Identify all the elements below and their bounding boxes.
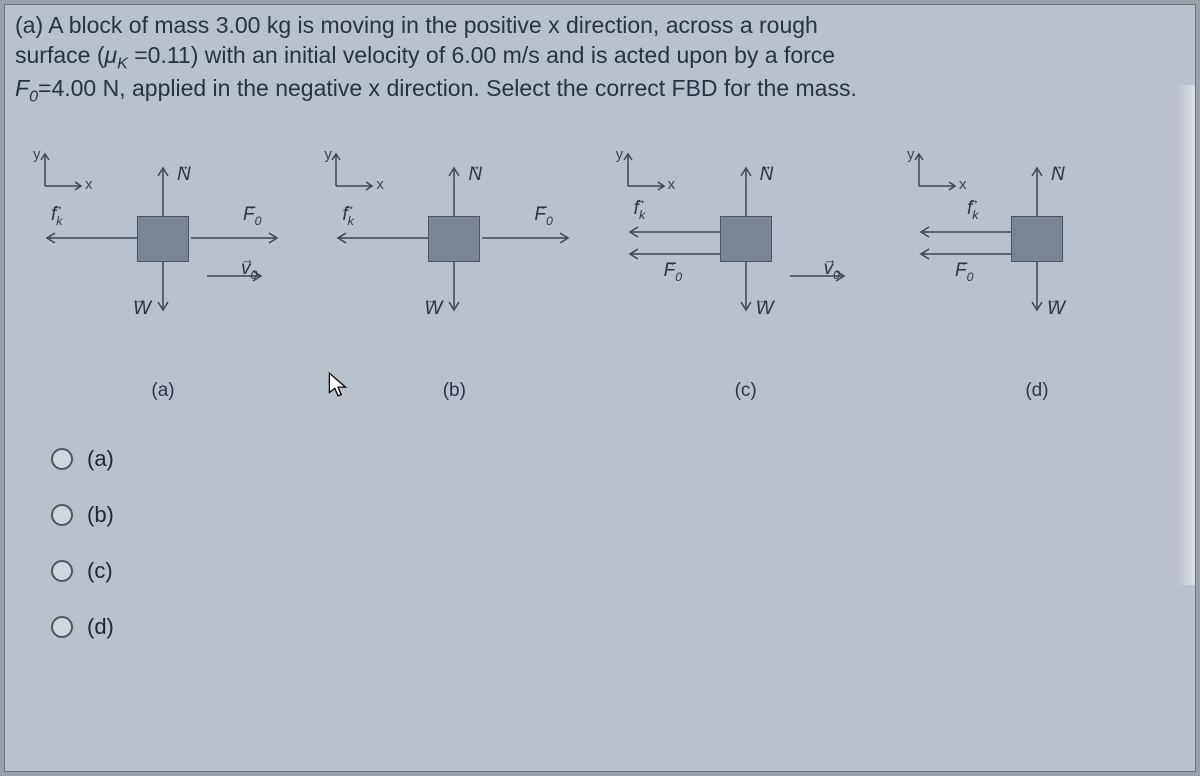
f0-sub: 0 bbox=[29, 88, 38, 106]
f0-sym: F bbox=[15, 75, 29, 101]
diagram-c: y x →N →W →fk bbox=[616, 146, 876, 402]
q-line2a: surface ( bbox=[15, 42, 104, 68]
answer-label: (c) bbox=[87, 558, 113, 584]
y-axis-label: y bbox=[616, 146, 624, 163]
diagram-a-label: (a) bbox=[151, 380, 174, 402]
block bbox=[1011, 216, 1063, 262]
vector-w-label: →W bbox=[756, 298, 774, 320]
vector-w-label: →W bbox=[133, 298, 151, 320]
vector-n-arrow bbox=[1030, 164, 1044, 218]
answer-option-a[interactable]: (a) bbox=[51, 446, 1185, 472]
y-axis-label: y bbox=[324, 146, 332, 163]
vector-fk-label: →fk bbox=[967, 198, 978, 222]
block bbox=[428, 216, 480, 262]
mu-sub: K bbox=[117, 54, 128, 72]
vector-f0-label: →F0 bbox=[664, 260, 682, 284]
diagram-c-label: (c) bbox=[735, 380, 757, 402]
block bbox=[137, 216, 189, 262]
radio-icon[interactable] bbox=[51, 560, 73, 582]
page: (a) A block of mass 3.00 kg is moving in… bbox=[4, 4, 1196, 772]
vector-fk-label: →fk bbox=[634, 198, 645, 222]
cursor-icon bbox=[327, 371, 349, 399]
vector-v0-label: →v0 bbox=[241, 258, 257, 282]
vector-f0-label: →F0 bbox=[955, 260, 973, 284]
x-axis-label: x bbox=[85, 176, 93, 193]
radio-icon[interactable] bbox=[51, 448, 73, 470]
axes-icon bbox=[33, 146, 93, 196]
vector-fk-arrow bbox=[917, 226, 1013, 238]
diagram-b-label: (b) bbox=[443, 380, 466, 402]
axes-icon bbox=[616, 146, 676, 196]
vector-n-arrow bbox=[156, 164, 170, 218]
vector-n-arrow bbox=[447, 164, 461, 218]
axes-icon bbox=[324, 146, 384, 196]
question-text: (a) A block of mass 3.00 kg is moving in… bbox=[15, 11, 1185, 108]
diagrams-row: y x →N →W bbox=[15, 108, 1185, 422]
x-axis-label: x bbox=[959, 176, 967, 193]
answer-option-d[interactable]: (d) bbox=[51, 614, 1185, 640]
x-axis-label: x bbox=[376, 176, 384, 193]
vector-w-arrow bbox=[447, 260, 461, 314]
vector-n-label: →N bbox=[760, 164, 774, 186]
radio-icon[interactable] bbox=[51, 616, 73, 638]
vector-f0-label: →F0 bbox=[534, 204, 552, 228]
q-line3b: =4.00 N, applied in the negative x direc… bbox=[38, 75, 857, 101]
axes-icon bbox=[907, 146, 967, 196]
vector-f0-arrow bbox=[189, 232, 281, 244]
answer-option-c[interactable]: (c) bbox=[51, 558, 1185, 584]
vector-w-arrow bbox=[739, 260, 753, 314]
diagram-d-label: (d) bbox=[1025, 380, 1048, 402]
answer-option-b[interactable]: (b) bbox=[51, 502, 1185, 528]
answer-label: (d) bbox=[87, 614, 114, 640]
vector-w-label: →W bbox=[424, 298, 442, 320]
block bbox=[720, 216, 772, 262]
mu-sym: μ bbox=[104, 42, 117, 68]
vector-fk-label: →fk bbox=[51, 204, 62, 228]
vector-w-label: →W bbox=[1047, 298, 1065, 320]
vector-n-label: →N bbox=[1051, 164, 1065, 186]
vector-v0-label: →v0 bbox=[824, 258, 840, 282]
answer-label: (a) bbox=[87, 446, 114, 472]
diagram-d: y x →N →W →fk bbox=[907, 146, 1167, 402]
y-axis-label: y bbox=[907, 146, 915, 163]
vector-n-label: →N bbox=[177, 164, 191, 186]
vector-f0-label: →F0 bbox=[243, 204, 261, 228]
vector-w-arrow bbox=[1030, 260, 1044, 314]
vector-f0-arrow bbox=[480, 232, 572, 244]
x-axis-label: x bbox=[668, 176, 676, 193]
answer-label: (b) bbox=[87, 502, 114, 528]
y-axis-label: y bbox=[33, 146, 41, 163]
vector-fk-arrow bbox=[626, 226, 722, 238]
q-line2b: =0.11) with an initial velocity of 6.00 … bbox=[128, 42, 835, 68]
vector-n-arrow bbox=[739, 164, 753, 218]
vector-fk-label: →fk bbox=[342, 204, 353, 228]
diagram-a: y x →N →W bbox=[33, 146, 293, 402]
answer-options: (a) (b) (c) (d) bbox=[15, 422, 1185, 640]
q-line1: (a) A block of mass 3.00 kg is moving in… bbox=[15, 12, 818, 38]
vector-fk-arrow bbox=[43, 232, 139, 244]
diagram-b: y x →N →W →fk bbox=[324, 146, 584, 402]
vector-w-arrow bbox=[156, 260, 170, 314]
radio-icon[interactable] bbox=[51, 504, 73, 526]
vector-n-label: →N bbox=[468, 164, 482, 186]
vector-fk-arrow bbox=[334, 232, 430, 244]
